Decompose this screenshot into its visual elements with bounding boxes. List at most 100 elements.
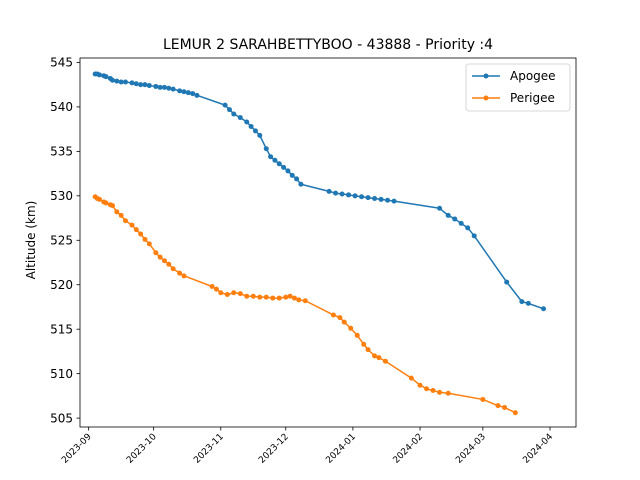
data-point-apogee [385,197,391,203]
data-point-apogee [359,194,365,200]
data-point-apogee [333,190,339,196]
data-point-perigee [118,212,124,218]
data-point-apogee [190,91,196,97]
data-point-apogee [519,299,525,305]
data-point-apogee [177,88,183,94]
data-point-apogee [289,172,295,178]
data-point-perigee [437,389,443,395]
data-point-perigee [276,295,282,301]
data-point-apogee [133,81,139,87]
data-point-perigee [408,375,414,381]
data-point-apogee [257,132,263,138]
data-point-apogee [339,191,345,197]
legend-marker-perigee [483,95,489,101]
data-point-perigee [365,347,371,353]
data-point-apogee [231,111,237,117]
data-point-apogee [294,176,300,182]
data-point-perigee [161,258,167,264]
data-point-perigee [114,209,120,215]
y-tick-label: 505 [50,411,73,425]
data-point-perigee [354,332,360,338]
y-tick-label: 510 [50,367,73,381]
y-tick-label: 525 [50,233,73,247]
data-point-apogee [276,161,282,167]
data-point-apogee [181,89,187,95]
data-point-perigee [177,270,183,276]
data-point-apogee [445,212,451,218]
data-point-perigee [480,396,486,402]
y-tick-label: 545 [50,56,73,70]
data-point-apogee [170,86,176,92]
y-tick-label: 530 [50,189,73,203]
data-point-apogee [504,279,510,285]
legend-marker-apogee [483,73,489,79]
data-point-perigee [157,254,163,260]
data-point-apogee [122,79,128,85]
data-point-apogee [471,233,477,239]
data-point-apogee [118,79,124,85]
data-point-apogee [541,306,547,312]
data-point-perigee [181,273,187,279]
data-point-perigee [302,298,308,304]
data-point-perigee [291,295,297,301]
data-point-apogee [365,195,371,201]
data-point-perigee [96,196,102,202]
data-point-perigee [103,200,109,206]
data-point-perigee [224,292,230,298]
data-point-apogee [142,82,148,88]
data-point-perigee [170,266,176,272]
data-point-perigee [337,315,343,321]
data-point-perigee [133,227,139,233]
legend-label-apogee: Apogee [510,69,556,83]
data-point-apogee [465,225,471,231]
data-point-perigee [142,236,148,242]
data-point-apogee [263,146,269,152]
legend-label-perigee: Perigee [510,91,555,105]
data-point-perigee [512,410,518,416]
data-point-apogee [326,188,332,194]
data-point-perigee [348,325,354,331]
data-point-apogee [103,74,109,80]
data-point-perigee [372,353,378,359]
data-point-apogee [352,193,358,199]
axes-frame [79,57,577,428]
data-point-perigee [250,293,256,299]
data-point-perigee [341,319,347,325]
legend: Apogee Perigee [465,63,571,112]
y-tick-label: 540 [50,100,73,114]
data-point-apogee [109,77,115,83]
data-point-apogee [372,195,378,201]
data-point-apogee [146,83,152,89]
data-point-perigee [122,218,128,224]
data-point-perigee [287,293,293,299]
data-point-perigee [263,294,269,300]
y-tick-label: 520 [50,278,73,292]
data-point-perigee [424,386,430,392]
data-point-apogee [194,92,200,98]
data-point-perigee [237,291,243,297]
data-point-perigee [330,312,336,318]
data-point-apogee [226,107,232,113]
data-point-perigee [382,358,388,364]
data-point-apogee [157,84,163,90]
data-point-apogee [237,115,243,121]
data-point-apogee [391,198,397,204]
data-point-apogee [244,119,250,125]
data-point-apogee [185,90,191,96]
data-point-apogee [166,85,172,91]
data-point-apogee [129,80,135,86]
data-point-perigee [430,388,436,394]
data-point-apogee [161,84,167,90]
data-point-perigee [376,355,382,361]
data-point-perigee [153,250,159,256]
data-point-perigee [445,390,451,396]
data-point-apogee [437,205,443,211]
data-point-apogee [96,72,102,78]
data-point-perigee [495,403,501,409]
chart-title: LEMUR 2 SARAHBETTYBOO - 43888 - Priority… [163,37,493,53]
data-point-apogee [252,128,258,134]
y-axis-label: Altitude (km) [24,201,38,280]
data-point-apogee [248,123,254,129]
data-point-apogee [346,192,352,198]
data-point-perigee [270,295,276,301]
